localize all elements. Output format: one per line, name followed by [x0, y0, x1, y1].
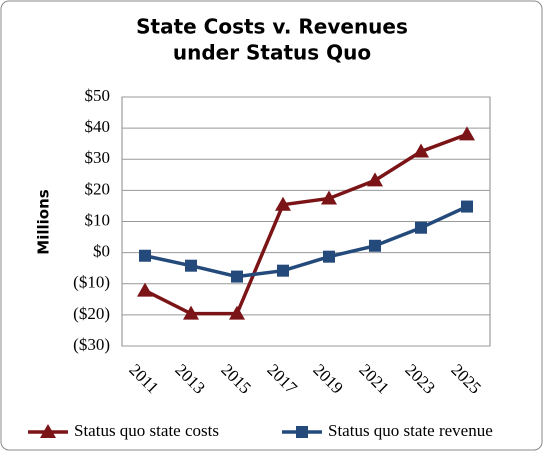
- y-axis-label: Millions: [35, 189, 53, 254]
- data-point: [321, 190, 337, 205]
- y-tick-label: $30: [85, 148, 111, 167]
- data-point: [277, 264, 289, 277]
- y-tick-label: $20: [85, 179, 111, 198]
- legend-label: Status quo state costs: [74, 421, 219, 440]
- series-line: [144, 132, 468, 316]
- y-tick-label: ($10): [73, 273, 110, 292]
- y-tick-label: $10: [85, 210, 111, 229]
- y-tick-label: ($30): [73, 335, 110, 354]
- legend-marker: [296, 426, 308, 438]
- y-tick-label: $50: [85, 86, 111, 105]
- data-point: [323, 250, 335, 263]
- y-tick-label: $40: [85, 117, 111, 136]
- chart-title: under Status Quo: [173, 41, 371, 65]
- data-point: [139, 249, 151, 262]
- chart-title: State Costs v. Revenues: [136, 15, 408, 39]
- y-tick-label: ($20): [73, 304, 110, 323]
- series-line: [144, 204, 468, 279]
- data-point: [185, 259, 197, 272]
- legend-marker: [40, 424, 56, 438]
- data-point: [459, 126, 475, 141]
- data-point: [461, 200, 473, 213]
- data-point: [183, 305, 199, 320]
- data-point: [413, 143, 429, 158]
- data-point: [369, 239, 381, 252]
- legend-label: Status quo state revenue: [328, 421, 493, 440]
- data-point: [137, 282, 153, 297]
- data-point: [367, 172, 383, 187]
- y-tick-label: $0: [93, 242, 110, 261]
- data-point: [229, 305, 245, 320]
- data-point: [231, 270, 243, 283]
- data-point: [415, 221, 427, 234]
- data-point: [275, 196, 291, 211]
